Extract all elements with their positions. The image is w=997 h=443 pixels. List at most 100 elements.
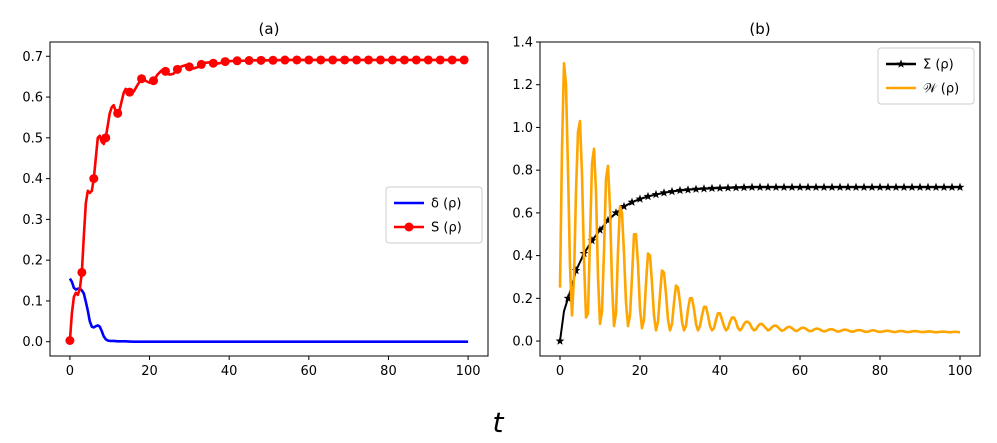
panel-b-title: (b) bbox=[749, 20, 770, 38]
data-point bbox=[731, 183, 741, 192]
data-point bbox=[683, 185, 693, 194]
data-point bbox=[268, 55, 278, 65]
panel-a-legend: δ (ρ) S (ρ) bbox=[385, 186, 483, 244]
series-line-a-0 bbox=[68, 277, 469, 344]
data-point bbox=[739, 182, 749, 192]
data-point bbox=[923, 182, 933, 191]
data-point bbox=[387, 55, 397, 65]
data-point bbox=[340, 55, 350, 65]
y-tick-label: 0.3 bbox=[22, 213, 43, 228]
panel-a-plot-area bbox=[65, 55, 469, 346]
data-point bbox=[779, 182, 789, 191]
y-tick-label: 0.6 bbox=[512, 206, 533, 221]
data-point bbox=[316, 55, 326, 65]
data-point bbox=[635, 194, 645, 203]
data-point bbox=[691, 184, 701, 193]
data-point bbox=[627, 197, 637, 206]
data-point bbox=[595, 225, 605, 234]
data-point bbox=[563, 293, 573, 303]
legend-label: 𝒲 (ρ) bbox=[923, 82, 959, 97]
legend-marker bbox=[404, 222, 414, 232]
data-point bbox=[137, 74, 147, 84]
data-point bbox=[352, 55, 362, 65]
data-point bbox=[667, 186, 677, 196]
data-point bbox=[947, 182, 957, 191]
data-point bbox=[292, 55, 302, 65]
panel-a: (a) 0 20 40 60 80 100 0.0 0.1 0.2 0.3 0.4 0.5 0.6 0.7 δ… bbox=[22, 20, 489, 379]
x-tick-label: 100 bbox=[456, 364, 481, 379]
data-point bbox=[399, 55, 409, 65]
data-point bbox=[220, 57, 230, 67]
series-line-b-1 bbox=[558, 62, 961, 334]
data-point bbox=[603, 215, 613, 225]
data-point bbox=[795, 182, 805, 191]
y-tick-label: 1.4 bbox=[512, 36, 533, 51]
x-tick-label: 40 bbox=[221, 364, 238, 379]
data-point bbox=[715, 183, 725, 192]
panel-b: (b) 0 20 40 60 80 100 0.0 0.2 0.4 0.6 0.8 1.0 1.2 1.4 Σ… bbox=[512, 20, 981, 379]
data-point bbox=[763, 182, 773, 191]
data-point bbox=[651, 189, 661, 199]
x-tick-label: 80 bbox=[380, 364, 397, 379]
x-tick-label: 60 bbox=[792, 364, 809, 379]
data-point bbox=[459, 55, 469, 65]
y-tick-label: 0.0 bbox=[512, 335, 533, 350]
x-tick-label: 40 bbox=[712, 364, 729, 379]
data-point bbox=[931, 182, 941, 191]
data-point bbox=[939, 182, 949, 191]
data-point bbox=[375, 55, 385, 65]
data-point bbox=[883, 182, 893, 191]
x-tick-label: 0 bbox=[66, 364, 74, 379]
data-point bbox=[619, 201, 629, 211]
data-point bbox=[707, 183, 717, 193]
data-point bbox=[423, 55, 433, 65]
y-tick-label: 0.7 bbox=[22, 50, 43, 65]
data-point bbox=[101, 133, 111, 143]
data-point bbox=[771, 182, 781, 191]
data-point bbox=[867, 182, 877, 191]
data-point bbox=[811, 182, 821, 191]
data-point bbox=[643, 191, 653, 201]
data-point bbox=[435, 55, 445, 65]
y-tick-label: 0.4 bbox=[22, 172, 43, 187]
legend-box bbox=[877, 47, 975, 105]
data-point bbox=[787, 182, 797, 191]
x-tick-label: 80 bbox=[872, 364, 889, 379]
x-tick-label: 100 bbox=[948, 364, 973, 379]
y-tick-label: 0.2 bbox=[512, 292, 533, 307]
x-tick-label: 60 bbox=[301, 364, 318, 379]
data-point bbox=[125, 87, 135, 97]
y-tick-label: 0.6 bbox=[22, 91, 43, 106]
panel-b-frame bbox=[539, 41, 981, 357]
data-point bbox=[699, 184, 709, 193]
data-point bbox=[899, 182, 909, 191]
data-point bbox=[555, 336, 565, 345]
panel-b-plot-area bbox=[555, 62, 965, 345]
data-point bbox=[328, 55, 338, 65]
data-point bbox=[755, 182, 765, 191]
data-point bbox=[819, 182, 829, 191]
data-point bbox=[859, 182, 869, 191]
data-point bbox=[208, 58, 218, 68]
data-point bbox=[184, 62, 194, 72]
panel-a-frame bbox=[49, 41, 489, 357]
data-point bbox=[835, 182, 845, 191]
data-point bbox=[803, 182, 813, 191]
x-tick-label: 0 bbox=[556, 364, 564, 379]
data-point bbox=[89, 174, 99, 184]
y-tick-label: 0.2 bbox=[22, 254, 43, 269]
x-tick-label: 20 bbox=[632, 364, 649, 379]
data-point bbox=[907, 182, 917, 191]
data-point bbox=[447, 55, 457, 65]
data-point bbox=[875, 182, 885, 191]
legend-label: Σ (ρ) bbox=[923, 58, 954, 73]
data-point bbox=[113, 108, 123, 118]
data-point bbox=[256, 55, 266, 65]
data-point bbox=[827, 182, 837, 191]
data-point bbox=[851, 182, 861, 191]
data-point bbox=[280, 55, 290, 65]
data-point bbox=[891, 182, 901, 191]
data-point bbox=[77, 267, 87, 277]
legend-label: δ (ρ) bbox=[431, 197, 461, 212]
